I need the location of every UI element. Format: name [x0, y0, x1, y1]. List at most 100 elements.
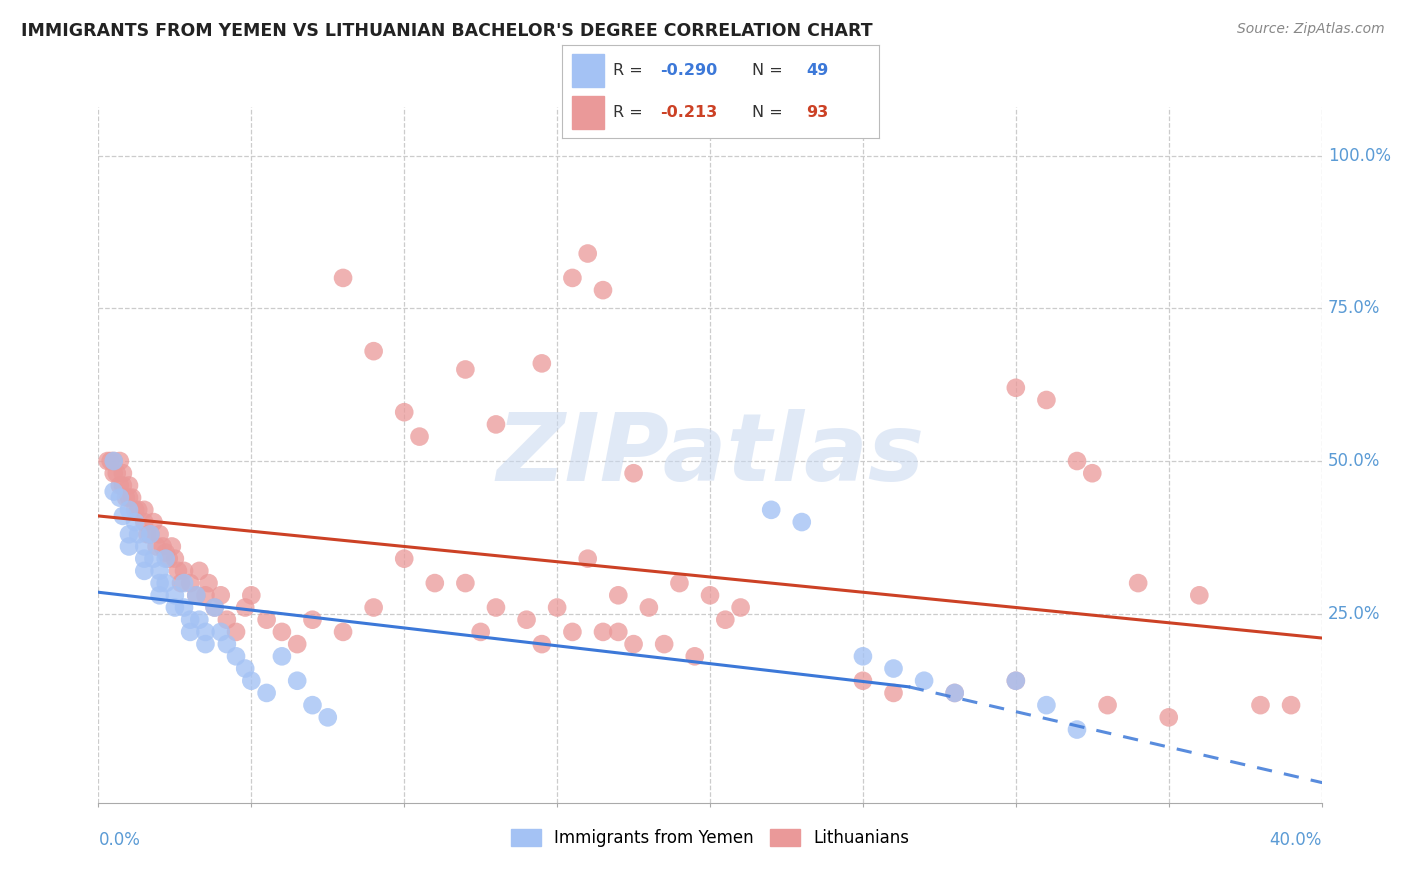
Point — [485, 600, 508, 615]
Point — [163, 588, 186, 602]
Point — [912, 673, 935, 688]
Point — [301, 613, 323, 627]
Point — [1004, 673, 1026, 688]
Point — [1035, 392, 1057, 407]
Point — [103, 454, 125, 468]
Point — [607, 624, 630, 639]
Text: R =: R = — [613, 62, 648, 78]
Point — [454, 576, 477, 591]
Point — [454, 362, 477, 376]
Point — [108, 478, 131, 492]
Point — [561, 624, 583, 639]
Point — [699, 588, 721, 602]
Point — [215, 637, 238, 651]
Text: N =: N = — [752, 62, 789, 78]
Point — [215, 613, 238, 627]
Point — [363, 344, 385, 359]
Point — [145, 540, 167, 554]
Point — [714, 613, 737, 627]
Point — [852, 673, 875, 688]
Point — [139, 527, 162, 541]
Point — [100, 454, 122, 468]
Point — [179, 613, 201, 627]
Point — [652, 637, 675, 651]
Point — [392, 405, 416, 419]
Point — [1128, 576, 1150, 591]
Point — [392, 551, 416, 566]
Text: ZIPatlas: ZIPatlas — [496, 409, 924, 501]
Point — [194, 624, 217, 639]
Point — [149, 564, 172, 578]
Point — [118, 527, 141, 541]
Point — [485, 417, 508, 432]
Point — [561, 271, 583, 285]
Point — [179, 576, 201, 591]
Point — [173, 576, 195, 591]
Point — [118, 540, 141, 554]
Point — [759, 503, 782, 517]
Point — [194, 637, 217, 651]
Point — [209, 624, 232, 639]
Point — [118, 503, 141, 517]
Point — [115, 491, 138, 505]
Point — [118, 491, 141, 505]
Point — [204, 600, 226, 615]
Point — [111, 467, 134, 481]
Point — [592, 624, 614, 639]
Point — [108, 491, 131, 505]
Point — [111, 478, 134, 492]
Point — [134, 564, 156, 578]
Point — [790, 515, 813, 529]
Point — [209, 588, 232, 602]
Point — [225, 649, 247, 664]
Point — [186, 588, 208, 602]
Point — [155, 545, 177, 559]
Point — [127, 527, 149, 541]
Point — [163, 600, 186, 615]
Point — [332, 271, 354, 285]
Point — [1004, 381, 1026, 395]
Text: 40.0%: 40.0% — [1270, 830, 1322, 848]
Point — [139, 527, 162, 541]
Point — [149, 527, 172, 541]
Point — [683, 649, 706, 664]
Point — [160, 540, 183, 554]
Text: N =: N = — [752, 105, 789, 120]
Point — [111, 508, 134, 523]
Point — [204, 600, 226, 615]
Text: 50.0%: 50.0% — [1327, 452, 1381, 470]
Point — [943, 686, 966, 700]
Text: 0.0%: 0.0% — [98, 830, 141, 848]
Point — [256, 613, 278, 627]
Point — [240, 588, 263, 602]
Point — [1097, 698, 1119, 713]
Point — [943, 686, 966, 700]
Point — [121, 491, 143, 505]
Point — [270, 624, 292, 639]
Point — [883, 661, 905, 675]
Point — [124, 503, 146, 517]
Point — [134, 503, 156, 517]
Text: 75.0%: 75.0% — [1327, 300, 1381, 318]
Point — [852, 649, 875, 664]
Bar — [572, 54, 603, 87]
Legend: Immigrants from Yemen, Lithuanians: Immigrants from Yemen, Lithuanians — [503, 822, 917, 854]
Text: 100.0%: 100.0% — [1327, 147, 1391, 165]
Point — [186, 588, 208, 602]
Point — [103, 484, 125, 499]
Point — [1004, 673, 1026, 688]
Point — [730, 600, 752, 615]
Point — [194, 588, 217, 602]
Point — [136, 527, 159, 541]
Point — [134, 551, 156, 566]
Point — [408, 429, 430, 443]
Point — [285, 673, 308, 688]
Point — [256, 686, 278, 700]
Point — [668, 576, 690, 591]
Point — [883, 686, 905, 700]
Point — [197, 576, 219, 591]
Point — [1157, 710, 1180, 724]
Point — [576, 246, 599, 260]
Point — [623, 637, 645, 651]
Point — [173, 600, 195, 615]
